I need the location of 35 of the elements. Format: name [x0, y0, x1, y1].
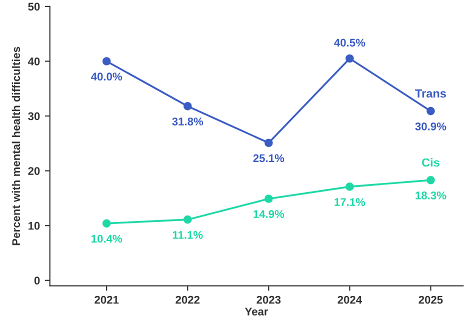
x-tick-label: 2024 [338, 296, 362, 304]
point [264, 138, 273, 148]
y-tick-label: 0 [34, 276, 40, 285]
series-label: Trans [415, 89, 446, 98]
point [346, 54, 354, 63]
data-label: 10.4% [92, 234, 122, 243]
y-tick-label: 20 [28, 167, 40, 175]
point [426, 176, 435, 184]
y-tick-label: 30 [28, 112, 40, 120]
data-label: 25.1% [253, 154, 284, 162]
x-axis-title: Year [244, 308, 268, 316]
data-label: 40.0% [91, 72, 122, 81]
point [183, 215, 192, 224]
x-tick-label: 2022 [176, 296, 200, 304]
point [183, 102, 192, 110]
x-tick-label: 2023 [256, 296, 281, 304]
point [102, 57, 111, 66]
y-axis-title: Percent with mental health difficulties [12, 46, 20, 246]
data-label: 31.8% [172, 118, 204, 126]
data-label: 40.5% [334, 38, 366, 47]
y-tick-label: 50 [28, 2, 40, 11]
point [346, 182, 354, 191]
x-tick-label: 2021 [94, 296, 119, 304]
data-label: 11.1% [172, 231, 203, 239]
data-label: 17.1% [334, 198, 366, 206]
point [264, 194, 273, 203]
y-tick-label: 40 [28, 58, 40, 66]
point [102, 219, 111, 228]
y-tick-label: 10 [28, 222, 40, 230]
data-label: 14.9% [254, 210, 284, 218]
series-label: Cis [422, 158, 440, 167]
data-label: 30.9% [415, 122, 446, 130]
point [426, 106, 435, 116]
data-label: 18.3% [416, 192, 446, 200]
x-tick-label: 2025 [418, 296, 443, 304]
